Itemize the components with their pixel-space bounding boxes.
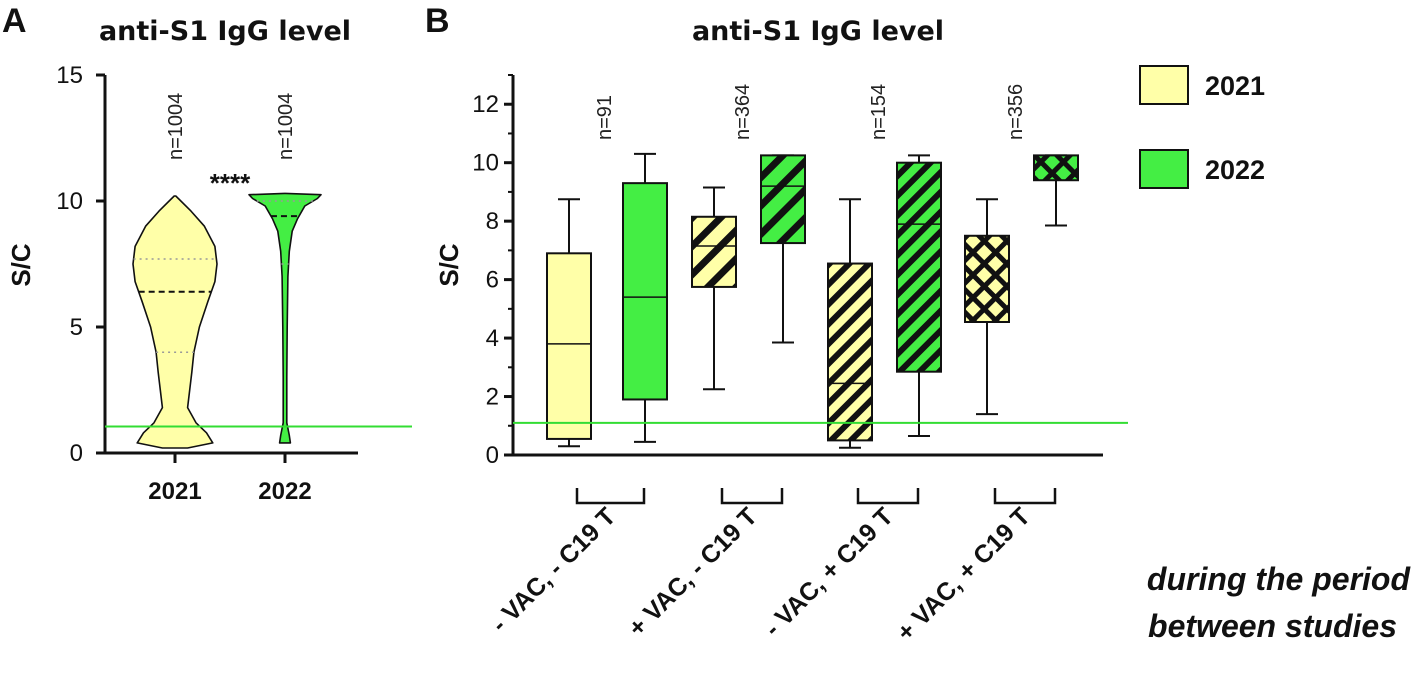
box-group1-2022 [622, 182, 668, 401]
panel-b-y-tick-label: 6 [486, 267, 499, 294]
panel-a-plot: 0 5 10 15 2021 2022 n=1004 n=1004 [56, 62, 412, 505]
group-label-2: + VAC, - C19 T [623, 502, 763, 642]
panel-b-n-label: n=356 [1005, 84, 1027, 140]
period-note-line-1: during the period [1147, 561, 1412, 597]
violin-2021 [132, 195, 218, 449]
panel-b-title: anti-S1 IgG level [692, 16, 944, 47]
panel-a-y-label: S/C [6, 243, 36, 287]
panel-a-y-tick-label: 10 [56, 188, 83, 215]
legend-label-2022: 2022 [1205, 155, 1265, 185]
panel-a-n-label: n=1004 [275, 93, 297, 160]
panel-a-significance: **** [210, 168, 251, 198]
panel-b-y-tick-label: 4 [486, 325, 499, 352]
group-label-1: - VAC, - C19 T [486, 502, 621, 637]
legend-label-2021: 2021 [1205, 71, 1265, 101]
legend: 2021 2022 [1139, 65, 1265, 189]
panel-b-n-label: n=154 [868, 84, 890, 140]
box-group4-2021 [964, 234, 1010, 323]
panel-a-y-tick-label: 0 [70, 440, 83, 467]
violin-2022 [248, 192, 322, 444]
box-group1-2021 [546, 252, 592, 440]
box-group2-2022 [760, 154, 806, 245]
group-bracket-4 [993, 488, 1057, 505]
panel-b-y-tick-label: 2 [486, 384, 499, 411]
panel-b-y-tick-label: 10 [472, 150, 499, 177]
group-bracket-2 [720, 488, 784, 505]
panel-a-title: anti-S1 IgG level [99, 16, 351, 47]
group-label-4: + VAC, + C19 T [891, 502, 1035, 646]
legend-swatch-2022 [1139, 149, 1189, 189]
panel-b-plot: 0 2 4 6 8 10 12 n=91 n=364 n=154 n=356 - VAC, - C19… [472, 74, 1128, 647]
panel-b-y-label: S/C [434, 243, 464, 287]
legend-swatch-2021 [1139, 65, 1189, 105]
panel-b-n-label: n=364 [732, 84, 754, 140]
panel-b-y-tick-label: 0 [486, 442, 499, 469]
panel-a-y-tick-label: 15 [56, 62, 83, 89]
panel-b-y-tick-label: 12 [472, 91, 499, 118]
box-group2-2021 [691, 215, 737, 288]
panel-b-y-tick-label: 8 [486, 208, 499, 235]
panel-a-x-tick-label: 2022 [258, 478, 311, 505]
panel-b-letter: B [425, 2, 450, 40]
panel-b-n-label: n=91 [594, 95, 616, 140]
box-group3-2021 [827, 262, 873, 442]
period-note-line-2: between studies [1148, 608, 1397, 644]
box-group3-2022 [896, 161, 942, 373]
box-group4-2022 [1033, 154, 1079, 182]
group-bracket-3 [856, 488, 920, 505]
group-bracket-1 [575, 488, 646, 505]
panel-a-letter: A [2, 2, 27, 40]
group-label-3: - VAC, + C19 T [759, 502, 899, 642]
panel-a-n-label: n=1004 [165, 93, 187, 160]
panel-a-x-tick-label: 2021 [148, 478, 201, 505]
panel-a-y-tick-label: 5 [70, 314, 83, 341]
